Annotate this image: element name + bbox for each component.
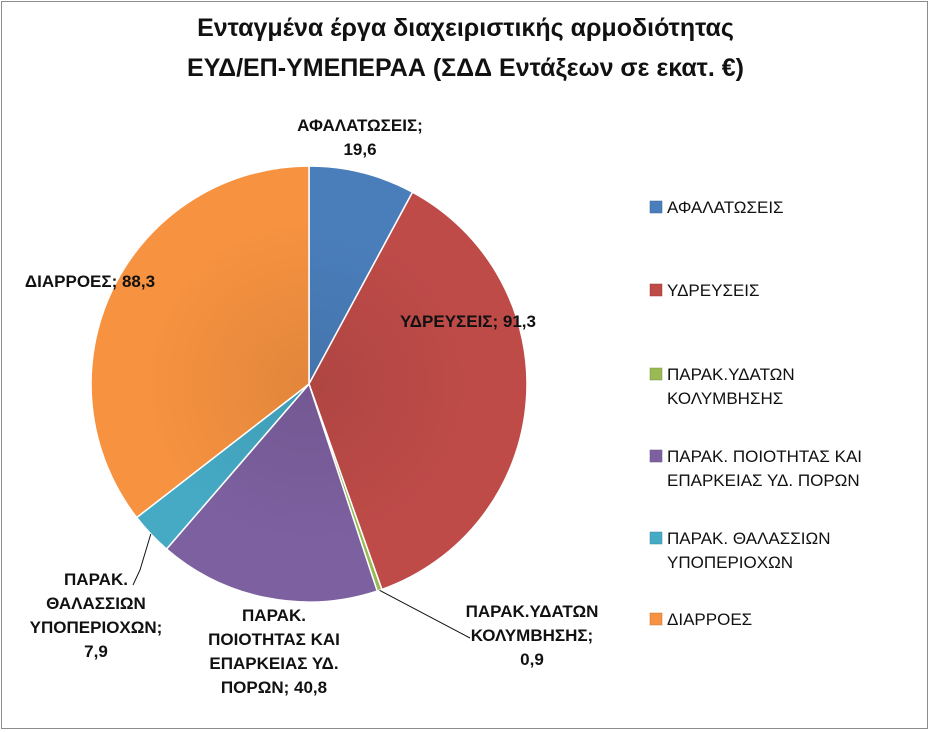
data-label-1-line-2: 19,6 [343, 140, 376, 159]
legend-entry-5-line-1: ΠΑΡΑΚ. ΘΑΛΑΣΣΙΩΝ [667, 529, 831, 548]
leader-line-3 [379, 589, 471, 639]
legend-entry-3: ΠΑΡΑΚ.ΥΔΑΤΩΝ ΚΟΛΥΜΒΗΣΗΣ [667, 365, 795, 408]
data-label-3-line-2: ΚΟΛΥΜΒΗΣΗΣ; [471, 626, 593, 645]
legend-swatch-6 [649, 612, 663, 626]
legend-entry-5-line-2: ΥΠΟΠΕΡΙΟΧΩΝ [667, 553, 793, 572]
legend-entry-1-line-1: ΑΦΑΛΑΤΩΣΕΙΣ [667, 198, 784, 217]
data-label-3: ΠΑΡΑΚ.ΥΔΑΤΩΝ ΚΟΛΥΜΒΗΣΗΣ; 0,9 [466, 602, 599, 669]
data-label-1: ΑΦΑΛΑΤΩΣΕΙΣ; 19,6 [297, 116, 423, 159]
legend-entry-3-line-1: ΠΑΡΑΚ.ΥΔΑΤΩΝ [667, 365, 795, 384]
legend-entry-6: ΔΙΑΡΡΟΕΣ [667, 610, 752, 629]
legend-entry-4: ΠΑΡΑΚ. ΠΟΙΟΤΗΤΑΣ ΚΑΙ ΕΠΑΡΚΕΙΑΣ ΥΔ. ΠΟΡΩΝ [667, 447, 862, 490]
chart-title: Ενταγμένα έργα διαχειριστικής αρμοδιότητ… [0, 8, 931, 88]
legend-entry-6-line-1: ΔΙΑΡΡΟΕΣ [667, 610, 752, 629]
data-label-4-line-4: ΠΟΡΩΝ; 40,8 [221, 678, 327, 697]
leader-line-5 [132, 533, 152, 586]
pie-slices [90, 165, 528, 603]
data-label-1-line-1: ΑΦΑΛΑΤΩΣΕΙΣ; [297, 116, 423, 135]
legend-entry-5: ΠΑΡΑΚ. ΘΑΛΑΣΣΙΩΝ ΥΠΟΠΕΡΙΟΧΩΝ [667, 529, 831, 572]
data-label-5: ΠΑΡΑΚ. ΘΑΛΑΣΣΙΩΝ ΥΠΟΠΕΡΙΟΧΩΝ; 7,9 [30, 570, 163, 661]
data-label-4-line-1: ΠΑΡΑΚ. [242, 606, 306, 625]
legend-entry-2-line-1: ΥΔΡΕΥΣΕΙΣ [667, 281, 760, 300]
data-label-4-line-3: ΕΠΑΡΚΕΙΑΣ ΥΔ. [209, 654, 338, 673]
data-label-3-line-3: 0,9 [520, 650, 544, 669]
leader-lines [132, 533, 471, 639]
pie-slice-1 [308, 165, 414, 385]
legend-entry-3-line-2: ΚΟΛΥΜΒΗΣΗΣ [667, 389, 783, 408]
data-label-5-line-3: ΥΠΟΠΕΡΙΟΧΩΝ; [30, 618, 163, 637]
legend-entry-4-line-1: ΠΑΡΑΚ. ΠΟΙΟΤΗΤΑΣ ΚΑΙ [667, 447, 862, 466]
pie-slice-2 [308, 191, 528, 591]
data-label-5-line-4: 7,9 [84, 642, 108, 661]
legend-entry-4-line-2: ΕΠΑΡΚΕΙΑΣ ΥΔ. ΠΟΡΩΝ [667, 471, 860, 490]
data-label-4: ΠΑΡΑΚ. ΠΟΙΟΤΗΤΑΣ ΚΑΙ ΕΠΑΡΚΕΙΑΣ ΥΔ. ΠΟΡΩΝ; 4… [208, 606, 340, 697]
data-label-6: ΔΙΑΡΡΟΕΣ; 88,3 [25, 272, 155, 291]
legend-entry-2: ΥΔΡΕΥΣΕΙΣ [667, 281, 760, 300]
data-label-3-line-1: ΠΑΡΑΚ.ΥΔΑΤΩΝ [466, 602, 599, 621]
legend-swatch-3 [649, 367, 663, 381]
data-label-4-line-2: ΠΟΙΟΤΗΤΑΣ ΚΑΙ [208, 630, 340, 649]
legend: ΑΦΑΛΑΤΩΣΕΙΣ ΥΔΡΕΥΣΕΙΣ ΠΑΡΑΚ.ΥΔΑΤΩΝ ΚΟΛΥΜΒΗΣ… [649, 198, 862, 629]
legend-swatch-4 [649, 449, 663, 463]
legend-swatch-1 [649, 200, 663, 214]
data-label-5-line-1: ΠΑΡΑΚ. [64, 570, 128, 589]
pie-slice-4 [165, 382, 379, 603]
pie-slice-6 [90, 165, 310, 519]
chart-title-line-2: ΕΥΔ/ΕΠ-ΥΜΕΠΕΡΑΑ (ΣΔΔ Εντάξεων σε εκατ. €… [187, 54, 744, 82]
data-label-6-line-1: ΔΙΑΡΡΟΕΣ; 88,3 [25, 272, 155, 291]
chart-title-line-1: Ενταγμένα έργα διαχειριστικής αρμοδιότητ… [197, 14, 734, 42]
data-label-2-line-1: ΥΔΡΕΥΣΕΙΣ; 91,3 [400, 312, 536, 331]
legend-entry-1: ΑΦΑΛΑΤΩΣΕΙΣ [667, 198, 784, 217]
legend-swatch-2 [649, 283, 663, 297]
data-labels: ΑΦΑΛΑΤΩΣΕΙΣ; 19,6 ΥΔΡΕΥΣΕΙΣ; 91,3 ΠΑΡΑΚ.ΥΔΑ… [25, 116, 598, 697]
data-label-2: ΥΔΡΕΥΣΕΙΣ; 91,3 [400, 312, 536, 331]
data-label-5-line-2: ΘΑΛΑΣΣΙΩΝ [46, 594, 146, 613]
legend-swatch-5 [649, 531, 663, 545]
